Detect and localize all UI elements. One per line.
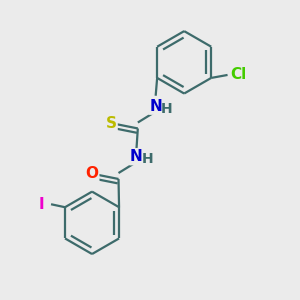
Text: O: O bbox=[85, 166, 98, 181]
Text: Cl: Cl bbox=[231, 68, 247, 82]
Text: N: N bbox=[149, 99, 162, 114]
Text: H: H bbox=[142, 152, 154, 166]
Text: N: N bbox=[130, 149, 143, 164]
Text: H: H bbox=[161, 101, 173, 116]
Text: S: S bbox=[106, 116, 117, 130]
Text: I: I bbox=[38, 197, 44, 212]
